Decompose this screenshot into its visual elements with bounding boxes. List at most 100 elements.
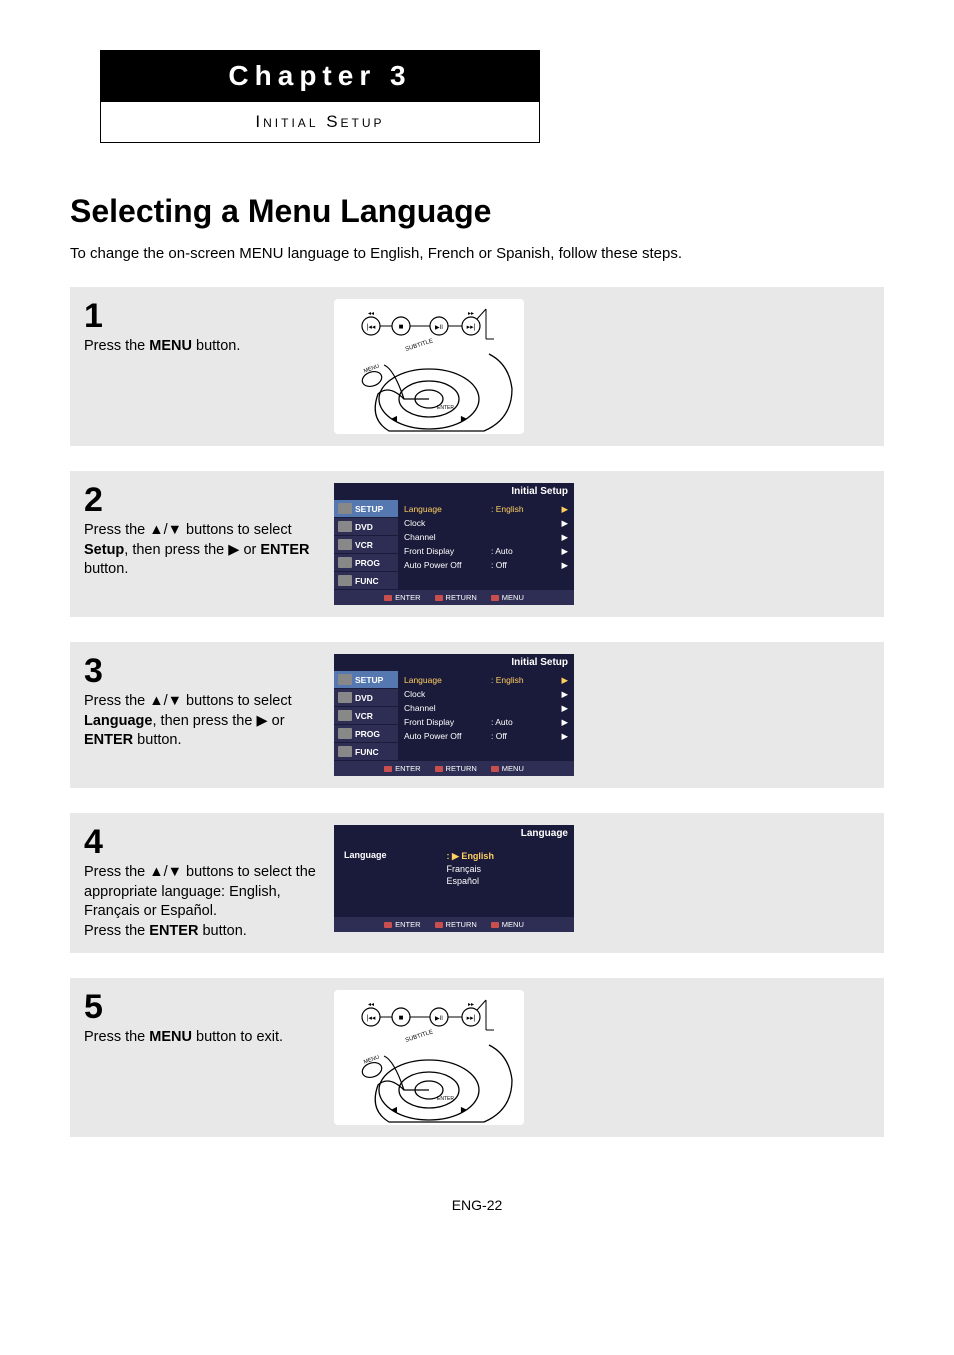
osd-tab-dvd: DVD — [334, 689, 398, 706]
osd-tab-icon — [338, 521, 352, 532]
lang-option: : ▶ English — [447, 850, 494, 863]
osd-tab-func: FUNC — [334, 572, 398, 589]
osd-row: Language: English▶ — [404, 502, 568, 516]
osd-tab-icon — [338, 557, 352, 568]
osd-footer: ENTER RETURN MENU — [334, 917, 574, 932]
osd-footer-btn: ENTER — [384, 764, 420, 773]
osd-tab-label: VCR — [355, 540, 373, 550]
svg-text:■: ■ — [399, 1013, 404, 1022]
osd-row: Channel▶ — [404, 530, 568, 544]
remote-illustration: ◂◂ |◂◂ ■ ▶II ▸▸| ▸▸ SUBTITLE ◀ ▶ ENTER — [334, 990, 524, 1125]
step-text: 3 Press the ▲/▼ buttons to select Langua… — [84, 654, 334, 776]
chapter-header: Chapter 3 Initial Setup — [70, 50, 884, 143]
osd-tab-icon — [338, 692, 352, 703]
osd-language-screen: Language Language : ▶ EnglishFrançaisEsp… — [334, 825, 574, 932]
step-description: Press the ▲/▼ buttons to select the appr… — [84, 863, 324, 941]
chapter-title: Chapter 3 — [100, 50, 540, 102]
osd-row: Channel▶ — [404, 701, 568, 715]
lang-option: Français — [447, 863, 494, 875]
svg-text:▶: ▶ — [461, 414, 468, 423]
osd-tab-label: PROG — [355, 558, 380, 568]
osd-tab-label: FUNC — [355, 576, 379, 586]
step-block: 4 Press the ▲/▼ buttons to select the ap… — [70, 813, 884, 953]
svg-text:◀: ◀ — [391, 414, 398, 423]
osd-tab-vcr: VCR — [334, 536, 398, 553]
svg-text:▶II: ▶II — [435, 1016, 443, 1022]
step-block: 3 Press the ▲/▼ buttons to select Langua… — [70, 642, 884, 788]
step-block: 2 Press the ▲/▼ buttons to select Setup,… — [70, 471, 884, 617]
svg-text:▸▸|: ▸▸| — [467, 1015, 476, 1022]
osd-tab-icon — [338, 674, 352, 685]
step-text: 4 Press the ▲/▼ buttons to select the ap… — [84, 825, 334, 941]
step-text: 5 Press the MENU button to exit. — [84, 990, 334, 1125]
osd-footer-btn: RETURN — [435, 593, 477, 602]
osd-tab-dvd: DVD — [334, 518, 398, 535]
svg-text:|◂◂: |◂◂ — [367, 1015, 376, 1022]
step-text: 1 Press the MENU button. — [84, 299, 334, 434]
step-image: Language Language : ▶ EnglishFrançaisEsp… — [334, 825, 870, 941]
step-description: Press the MENU button. — [84, 337, 324, 357]
svg-text:SUBTITLE: SUBTITLE — [405, 1030, 434, 1045]
svg-text:|◂◂: |◂◂ — [367, 324, 376, 331]
step-block: 1 Press the MENU button. ◂◂ |◂◂ ■ ▶II ▸▸… — [70, 287, 884, 446]
osd-header: Language — [334, 825, 574, 842]
osd-footer-btn: ENTER — [384, 920, 420, 929]
osd-tab-icon — [338, 746, 352, 757]
osd-sidebar: SETUPDVDVCRPROGFUNC — [334, 671, 398, 761]
osd-tab-setup: SETUP — [334, 671, 398, 688]
step-description: Press the ▲/▼ buttons to select Setup, t… — [84, 521, 324, 580]
step-number: 1 — [84, 299, 324, 333]
osd-tab-setup: SETUP — [334, 500, 398, 517]
step-image: Initial Setup SETUPDVDVCRPROGFUNC Langua… — [334, 654, 870, 776]
osd-footer-btn: ENTER — [384, 593, 420, 602]
svg-text:MENU: MENU — [363, 1055, 380, 1066]
osd-footer: ENTERRETURNMENU — [334, 761, 574, 776]
lang-options: : ▶ EnglishFrançaisEspañol — [447, 850, 494, 887]
osd-row: Front Display: Auto▶ — [404, 715, 568, 729]
chapter-box: Chapter 3 Initial Setup — [100, 50, 540, 143]
step-description: Press the ▲/▼ buttons to select Language… — [84, 692, 324, 751]
step-text: 2 Press the ▲/▼ buttons to select Setup,… — [84, 483, 334, 605]
osd-setup-screen: Initial Setup SETUPDVDVCRPROGFUNC Langua… — [334, 654, 574, 776]
osd-row: Clock▶ — [404, 516, 568, 530]
step-number: 2 — [84, 483, 324, 517]
intro-text: To change the on-screen MENU language to… — [70, 245, 884, 262]
osd-tab-icon — [338, 728, 352, 739]
osd-tab-label: SETUP — [355, 675, 383, 685]
lang-option: Español — [447, 875, 494, 887]
osd-header: Initial Setup — [334, 483, 574, 500]
osd-footer-btn: RETURN — [435, 920, 477, 929]
step-image: Initial Setup SETUP DVD VCR PROG FUNC Langua… — [334, 483, 870, 605]
osd-row: Clock▶ — [404, 687, 568, 701]
osd-tab-label: VCR — [355, 711, 373, 721]
osd-main: Language: English▶Clock▶Channel▶Front Di… — [398, 671, 574, 761]
osd-tab-icon — [338, 575, 352, 586]
step-description: Press the MENU button to exit. — [84, 1028, 324, 1048]
osd-row: Language: English▶ — [404, 673, 568, 687]
svg-text:ENTER: ENTER — [437, 1096, 454, 1102]
osd-tab-label: FUNC — [355, 747, 379, 757]
svg-text:MENU: MENU — [363, 363, 380, 374]
osd-tab-icon — [338, 503, 352, 514]
step-image: ◂◂ |◂◂ ■ ▶II ▸▸| ▸▸ SUBTITLE ◀ ▶ ENTER — [334, 990, 870, 1125]
svg-text:▸▸: ▸▸ — [468, 311, 474, 317]
osd-tab-icon — [338, 710, 352, 721]
osd-footer-btn: MENU — [491, 764, 524, 773]
svg-text:SUBTITLE: SUBTITLE — [405, 338, 434, 353]
svg-text:◀: ◀ — [391, 1105, 398, 1114]
osd-row: Auto Power Off: Off▶ — [404, 729, 568, 743]
step-block: 5 Press the MENU button to exit. ◂◂ |◂◂ … — [70, 978, 884, 1137]
step-image: ◂◂ |◂◂ ■ ▶II ▸▸| ▸▸ SUBTITLE ◀ ▶ ENTER — [334, 299, 870, 434]
osd-header: Initial Setup — [334, 654, 574, 671]
svg-text:▶II: ▶II — [435, 325, 443, 331]
section-title: Selecting a Menu Language — [70, 193, 884, 230]
osd-tab-label: SETUP — [355, 504, 383, 514]
osd-row: Front Display: Auto▶ — [404, 544, 568, 558]
step-number: 5 — [84, 990, 324, 1024]
osd-tab-func: FUNC — [334, 743, 398, 760]
osd-footer-btn: MENU — [491, 920, 524, 929]
svg-text:▶: ▶ — [461, 1105, 468, 1114]
osd-main: Language: English▶Clock▶Channel▶Front Di… — [398, 500, 574, 590]
osd-tab-prog: PROG — [334, 554, 398, 571]
svg-text:■: ■ — [399, 322, 404, 331]
